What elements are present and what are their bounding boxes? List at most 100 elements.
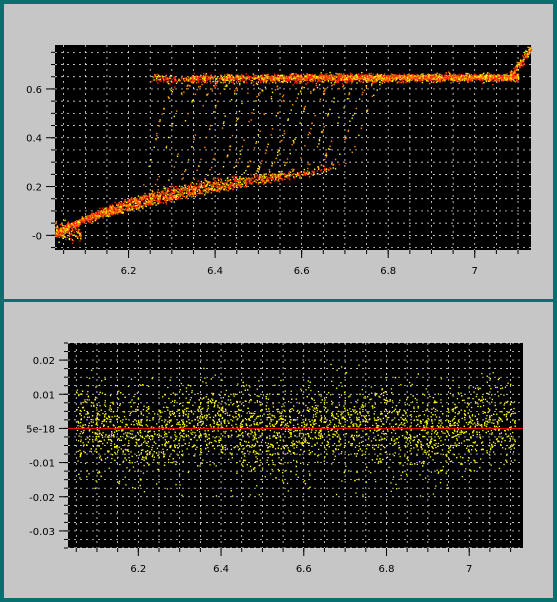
data-point <box>449 72 451 75</box>
data-point <box>264 176 266 178</box>
data-point <box>93 217 95 219</box>
data-point <box>133 199 136 202</box>
data-point <box>485 79 487 81</box>
data-point <box>138 200 140 203</box>
data-point <box>131 196 133 199</box>
data-point <box>120 203 123 206</box>
data-point <box>213 176 215 179</box>
data-point <box>120 201 123 204</box>
data-point <box>304 76 306 78</box>
data-point <box>115 212 117 214</box>
data-point <box>367 109 369 111</box>
data-point <box>261 177 263 180</box>
data-point <box>78 223 80 225</box>
data-point <box>347 77 350 79</box>
data-point <box>206 79 208 82</box>
data-point <box>241 102 243 105</box>
data-point <box>288 79 290 81</box>
data-point <box>255 100 257 102</box>
data-point <box>299 90 302 92</box>
data-point <box>221 182 224 185</box>
data-point <box>399 76 401 78</box>
data-point <box>491 75 493 77</box>
data-point <box>168 188 170 190</box>
data-point <box>270 177 273 179</box>
data-point <box>187 186 190 188</box>
data-point <box>290 174 293 176</box>
data-point <box>115 207 117 209</box>
data-point <box>389 79 391 81</box>
data-point <box>189 85 191 87</box>
data-point <box>215 78 217 80</box>
data-point <box>233 186 235 188</box>
data-point <box>187 112 189 115</box>
data-point <box>58 231 61 233</box>
data-point <box>117 206 119 208</box>
data-point <box>155 196 158 198</box>
data-point <box>157 196 159 198</box>
data-point <box>301 78 304 81</box>
data-point <box>227 179 229 182</box>
data-point <box>209 181 211 184</box>
data-point <box>143 202 145 205</box>
data-point <box>277 173 279 176</box>
data-point <box>289 170 291 173</box>
data-point <box>186 195 188 197</box>
data-point <box>479 74 481 76</box>
data-point <box>245 183 248 185</box>
data-point <box>270 182 272 184</box>
data-point <box>212 78 214 81</box>
data-point <box>173 190 176 192</box>
data-point <box>190 183 192 185</box>
data-point <box>261 77 263 79</box>
data-point <box>303 170 305 173</box>
data-point <box>105 214 107 216</box>
data-point <box>233 175 235 177</box>
data-point <box>134 199 137 201</box>
data-point <box>439 80 442 82</box>
data-point <box>481 76 483 79</box>
data-point <box>268 181 270 183</box>
data-point <box>297 79 300 82</box>
data-point <box>125 201 128 204</box>
data-point <box>191 99 194 102</box>
data-point <box>225 77 227 79</box>
data-point <box>186 190 188 192</box>
data-point <box>248 179 250 182</box>
data-point <box>104 207 106 209</box>
data-point <box>181 192 183 195</box>
data-point <box>236 78 238 81</box>
data-point <box>451 76 453 78</box>
data-point <box>330 168 332 170</box>
data-point <box>108 213 110 215</box>
data-point <box>356 82 358 84</box>
data-point <box>126 205 128 207</box>
data-point <box>207 182 210 185</box>
data-point <box>312 174 314 176</box>
data-point <box>486 78 489 80</box>
data-point <box>164 201 167 203</box>
data-point <box>365 74 367 76</box>
data-point <box>372 78 374 81</box>
data-point <box>219 77 222 79</box>
data-point <box>295 175 298 178</box>
data-point <box>137 204 139 206</box>
data-point <box>371 76 373 79</box>
data-point <box>317 166 319 168</box>
data-point <box>368 79 370 82</box>
data-point <box>95 217 97 220</box>
data-point <box>223 186 225 188</box>
data-point <box>229 187 231 190</box>
data-point <box>371 83 373 85</box>
data-point <box>487 76 489 78</box>
data-point <box>308 76 310 78</box>
data-point <box>328 169 330 171</box>
data-point <box>182 189 185 191</box>
data-point <box>504 77 507 79</box>
data-point <box>165 77 167 80</box>
data-point <box>169 196 171 198</box>
data-point <box>237 179 239 182</box>
data-point <box>123 201 125 203</box>
data-point <box>444 79 446 81</box>
data-point <box>226 76 228 78</box>
